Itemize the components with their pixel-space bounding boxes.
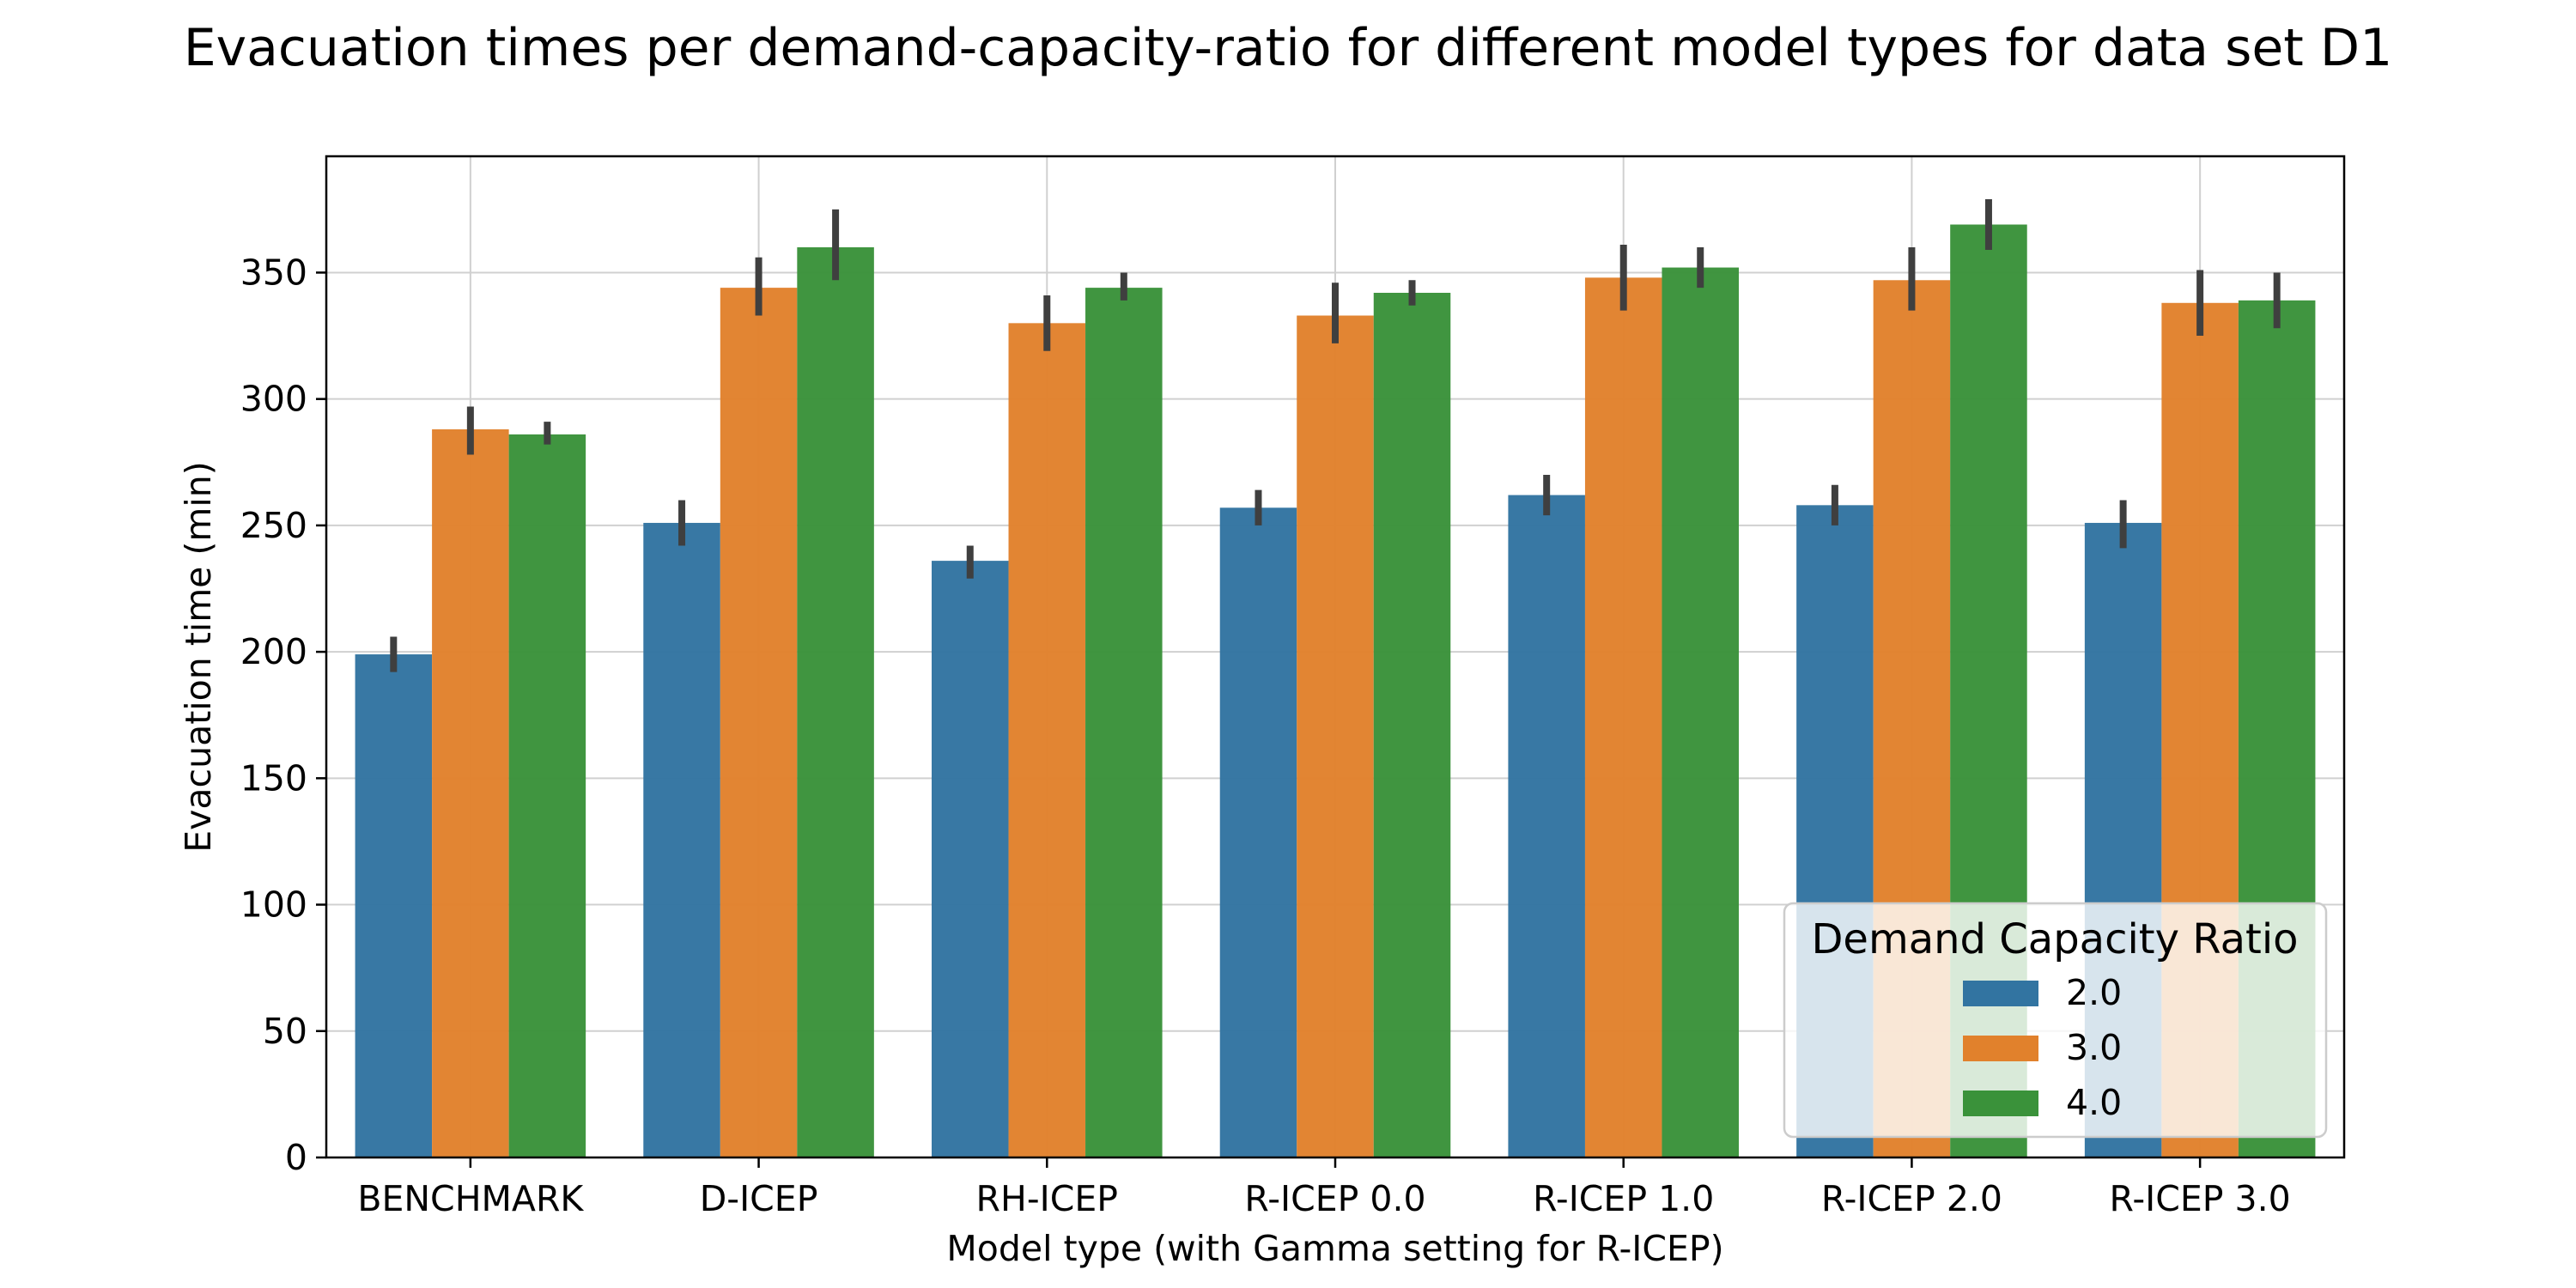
legend-label: 3.0 xyxy=(2066,1027,2122,1068)
bar-3-0 xyxy=(1297,315,1374,1157)
y-tick-label: 300 xyxy=(240,379,307,420)
bar-3-0 xyxy=(720,288,798,1158)
bar-2-0 xyxy=(355,654,433,1157)
bar-4-0 xyxy=(797,247,874,1157)
legend: Demand Capacity Ratio 2.0 3.0 4.0 xyxy=(1783,902,2328,1139)
y-axis-label: Evacuation time (min) xyxy=(178,461,219,852)
legend-box xyxy=(1783,902,2328,1139)
bar-2-0 xyxy=(1219,507,1297,1157)
bar-3-0 xyxy=(432,429,509,1157)
x-tick-label: R-ICEP 2.0 xyxy=(1821,1178,2002,1219)
chart-title: Evacuation times per demand-capacity-rat… xyxy=(184,18,2393,78)
x-tick-label: R-ICEP 0.0 xyxy=(1244,1178,1425,1219)
legend-items: 2.0 3.0 4.0 xyxy=(1963,972,2122,1123)
y-tick-label: 350 xyxy=(240,252,307,293)
bar-3-0 xyxy=(1584,277,1662,1157)
error-bars xyxy=(390,199,2281,672)
y-tick-label: 250 xyxy=(240,505,307,546)
x-axis-label: Model type (with Gamma setting for R-ICE… xyxy=(946,1228,1723,1269)
legend-title: Demand Capacity Ratio xyxy=(1811,915,2298,963)
y-tick-label: 200 xyxy=(240,631,307,672)
y-axis-ticks: 0 50 100 150 200 250 300 350 xyxy=(240,252,326,1178)
legend-swatch xyxy=(1963,1091,2038,1116)
y-tick-label: 150 xyxy=(240,757,307,799)
x-tick-label: BENCHMARK xyxy=(357,1178,584,1219)
y-tick-label: 50 xyxy=(263,1011,307,1052)
bar-4-0 xyxy=(1373,293,1451,1157)
bar-2-0 xyxy=(643,522,720,1157)
y-tick-label: 100 xyxy=(240,884,307,926)
x-tick-label: D-ICEP xyxy=(700,1178,818,1219)
legend-label: 4.0 xyxy=(2066,1082,2122,1123)
legend-swatch xyxy=(1963,981,2038,1006)
bar-3-0 xyxy=(1008,323,1086,1157)
bar-4-0 xyxy=(1085,288,1163,1158)
bar-4-0 xyxy=(1662,267,1739,1157)
bar-2-0 xyxy=(932,561,1009,1157)
x-tick-label: R-ICEP 3.0 xyxy=(2110,1178,2291,1219)
y-tick-label: 0 xyxy=(285,1137,307,1178)
x-axis-ticks: BENCHMARK D-ICEP RH-ICEP R-ICEP 0.0 R-ICEP 1… xyxy=(357,1157,2291,1219)
x-tick-label: RH-ICEP xyxy=(976,1178,1118,1219)
bar-2-0 xyxy=(1508,495,1585,1157)
bar-4-0 xyxy=(508,434,586,1157)
x-tick-label: R-ICEP 1.0 xyxy=(1533,1178,1714,1219)
bars xyxy=(355,224,2316,1158)
legend-swatch xyxy=(1963,1036,2038,1061)
legend-label: 2.0 xyxy=(2066,972,2122,1013)
